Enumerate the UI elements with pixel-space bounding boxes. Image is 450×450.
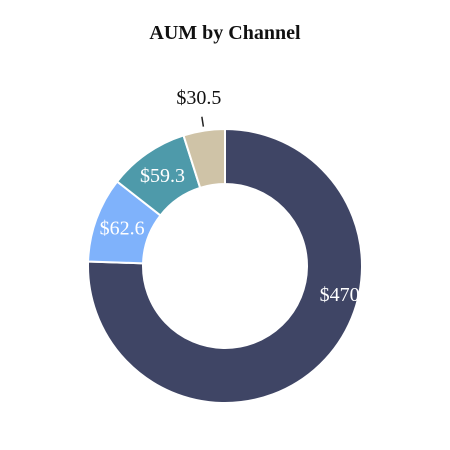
slice-label: $59.3: [140, 165, 185, 187]
slice-label: $62.6: [100, 218, 145, 240]
leader-line: [201, 116, 205, 127]
donut-slice: [87, 127, 363, 404]
donut-slice: [182, 127, 226, 190]
slice-label: $30.5: [176, 87, 221, 109]
chart-title: AUM by Channel: [149, 22, 301, 44]
slice-label: $470.1: [320, 284, 375, 306]
